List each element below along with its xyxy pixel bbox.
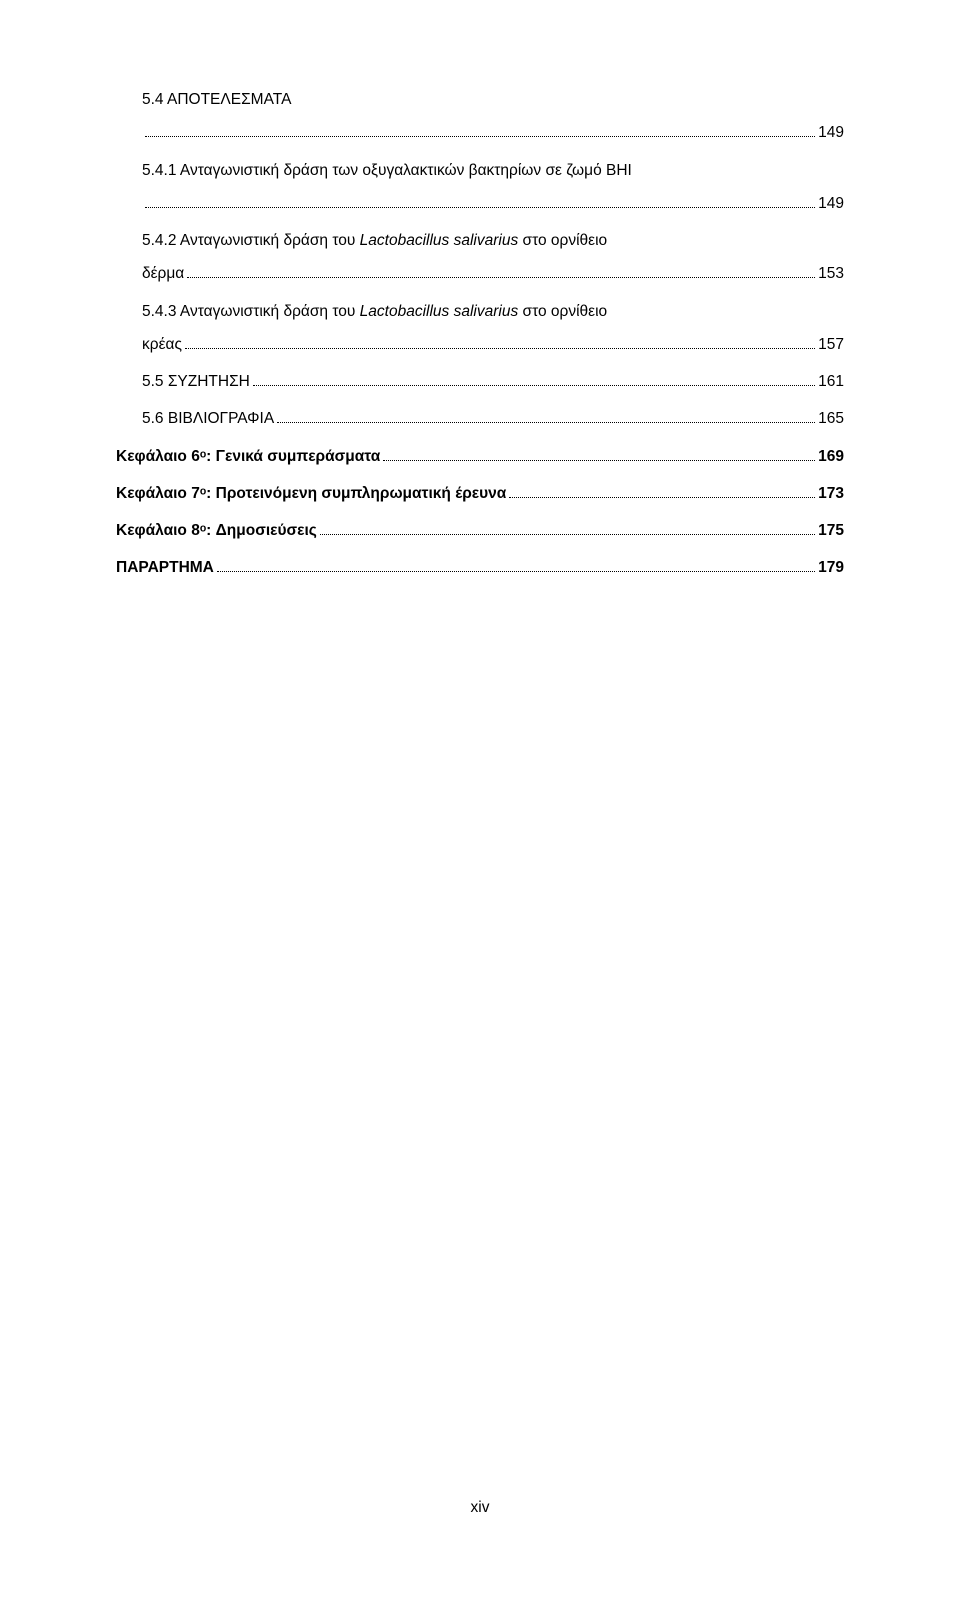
- toc-leader: [187, 277, 815, 278]
- toc-label-cont: δέρμα: [142, 262, 184, 285]
- toc-entry: Κεφάλαιο 6ᵒ: Γενικά συμπεράσματα 169: [116, 445, 844, 468]
- page-footer-number: xiv: [0, 1499, 960, 1517]
- toc-leader: [320, 534, 815, 535]
- toc-entry: ΠΑΡΑΡΤΗΜΑ 179: [116, 556, 844, 579]
- toc-leader: [145, 136, 815, 137]
- toc-label: 5.4.2 Ανταγωνιστική δράση του Lactobacil…: [142, 229, 607, 252]
- toc-page: 165: [818, 407, 844, 430]
- toc-page: 175: [818, 519, 844, 542]
- toc-entry: 5.4.2 Ανταγωνιστική δράση του Lactobacil…: [116, 229, 844, 286]
- toc-page: 149: [818, 192, 844, 215]
- toc-entry: 5.4.1 Ανταγωνιστική δράση των οξυγαλακτι…: [116, 159, 844, 216]
- toc-leader: [145, 207, 815, 208]
- toc-entry: 5.4 ΑΠΟΤΕΛΕΣΜΑΤΑ 149: [116, 88, 844, 145]
- toc-label: Κεφάλαιο 7ᵒ: Προτεινόμενη συμπληρωματική…: [116, 482, 506, 505]
- toc-leader: [253, 385, 815, 386]
- toc-container: 5.4 ΑΠΟΤΕΛΕΣΜΑΤΑ 149 5.4.1 Ανταγωνιστική δ…: [116, 88, 844, 580]
- toc-label: 5.4.3 Ανταγωνιστική δράση του Lactobacil…: [142, 300, 607, 323]
- toc-leader: [383, 460, 815, 461]
- toc-entry: Κεφάλαιο 8ᵒ: Δημοσιεύσεις 175: [116, 519, 844, 542]
- toc-page: 173: [818, 482, 844, 505]
- toc-entry: 5.4.3 Ανταγωνιστική δράση του Lactobacil…: [116, 300, 844, 357]
- toc-leader: [277, 422, 815, 423]
- toc-entry: 5.6 ΒΙΒΛΙΟΓΡΑΦΙΑ 165: [116, 407, 844, 430]
- toc-label: 5.4 ΑΠΟΤΕΛΕΣΜΑΤΑ: [142, 88, 291, 111]
- toc-leader: [509, 497, 815, 498]
- toc-label: ΠΑΡΑΡΤΗΜΑ: [116, 556, 214, 579]
- toc-page: 169: [818, 445, 844, 468]
- toc-page: 153: [818, 262, 844, 285]
- toc-entry: Κεφάλαιο 7ᵒ: Προτεινόμενη συμπληρωματική…: [116, 482, 844, 505]
- toc-leader: [185, 348, 815, 349]
- toc-entry: 5.5 ΣΥΖΗΤΗΣΗ 161: [116, 370, 844, 393]
- toc-label-cont: κρέας: [142, 333, 182, 356]
- toc-page: 161: [818, 370, 844, 393]
- toc-label: Κεφάλαιο 8ᵒ: Δημοσιεύσεις: [116, 519, 317, 542]
- toc-label: Κεφάλαιο 6ᵒ: Γενικά συμπεράσματα: [116, 445, 380, 468]
- toc-label: 5.4.1 Ανταγωνιστική δράση των οξυγαλακτι…: [142, 159, 632, 182]
- toc-label: 5.6 ΒΙΒΛΙΟΓΡΑΦΙΑ: [142, 407, 274, 430]
- toc-page: 149: [818, 121, 844, 144]
- toc-page: 157: [818, 333, 844, 356]
- toc-leader: [217, 571, 815, 572]
- toc-page: 179: [818, 556, 844, 579]
- toc-label: 5.5 ΣΥΖΗΤΗΣΗ: [142, 370, 250, 393]
